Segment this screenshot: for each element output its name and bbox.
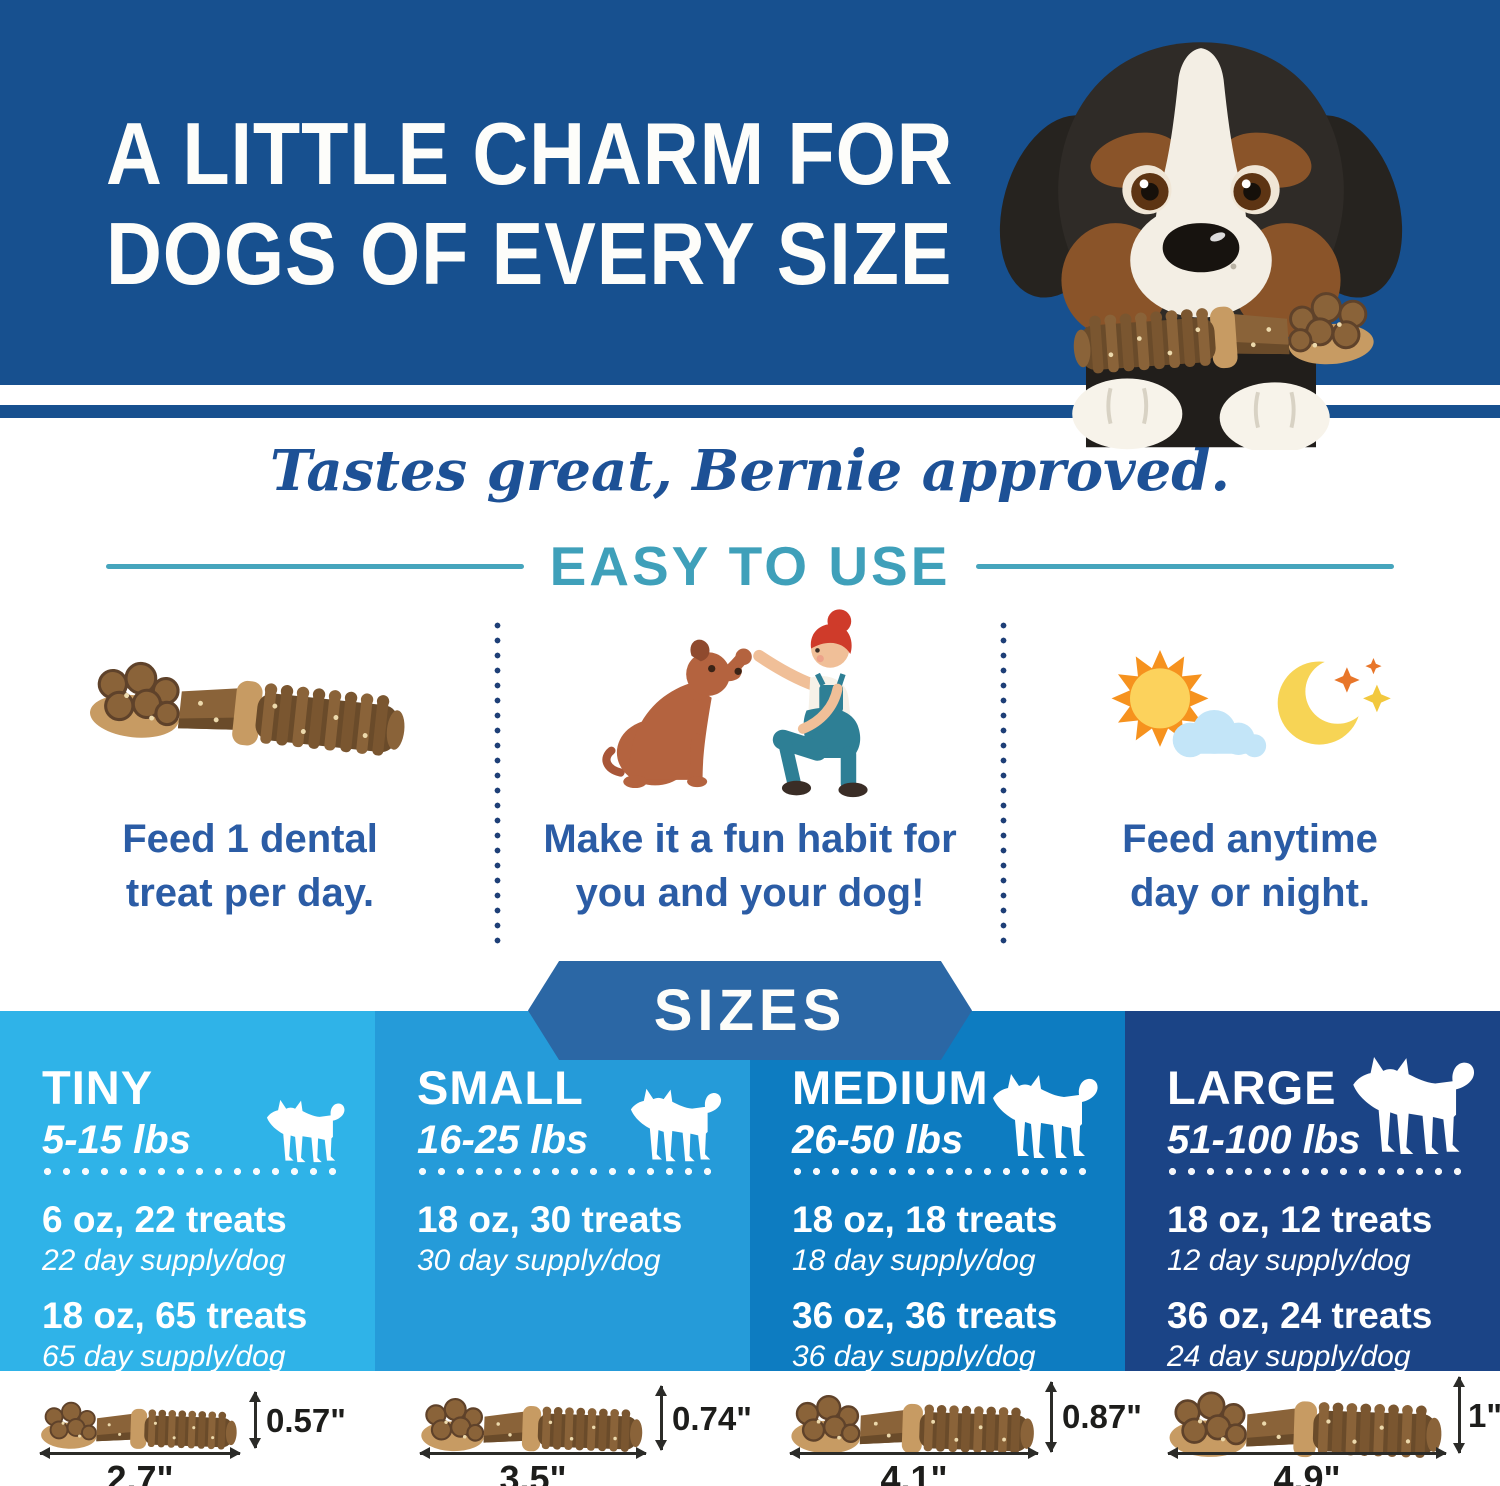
small-treat-icon: [420, 1387, 646, 1460]
size-columns: TINY 5-15 lbs 6 oz, 22 treats 22 day sup…: [0, 1011, 1500, 1373]
height-label: 0.57": [266, 1402, 346, 1439]
step2-caption-line1: Make it a fun habit for: [543, 817, 957, 861]
size-column-tiny: TINY 5-15 lbs 6 oz, 22 treats 22 day sup…: [0, 1011, 375, 1373]
pack-option: 18 oz, 18 treats: [792, 1199, 1058, 1240]
length-label: 4.1": [880, 1458, 948, 1486]
dotted-divider: [494, 618, 501, 944]
length-label: 2.7": [106, 1458, 174, 1486]
supply-note: 18 day supply/dog: [792, 1244, 1036, 1277]
length-arrow: [1167, 1447, 1447, 1459]
left-rule: [105, 563, 524, 569]
pack-option: 18 oz, 30 treats: [417, 1199, 683, 1240]
dotted-rule: [413, 1167, 714, 1176]
title-line-1: A LITTLE CHARM FOR: [106, 104, 954, 203]
height-arrow: [655, 1385, 667, 1451]
easy-to-use-heading-row: EASY TO USE: [0, 534, 1500, 598]
dotted-rule: [788, 1167, 1089, 1176]
supply-note: 24 day supply/dog: [1167, 1340, 1411, 1373]
step3-caption-line1: Feed anytime: [1122, 817, 1378, 861]
bernese-dog-illustration: [999, 42, 1403, 450]
step3-caption-line2: day or night.: [1130, 871, 1370, 915]
supply-note: 12 day supply/dog: [1167, 1244, 1411, 1277]
dotted-divider: [1000, 618, 1007, 944]
dotted-rule: [38, 1167, 339, 1176]
sizes-heading: SIZES: [653, 978, 847, 1043]
easy-to-use-heading: EASY TO USE: [549, 535, 951, 597]
weight-range: 26-50 lbs: [792, 1118, 964, 1162]
step1-caption-line2: treat per day.: [125, 871, 375, 915]
page-title: A LITTLE CHARM FOR DOGS OF EVERY SIZE: [106, 104, 953, 304]
sizes-banner: SIZES: [528, 961, 972, 1060]
step-fun-habit: Make it a fun habit for you and your dog…: [500, 600, 1000, 945]
length-arrow: [39, 1447, 241, 1459]
size-name: SMALL: [417, 1061, 584, 1114]
right-rule: [976, 563, 1395, 569]
height-label: 0.74": [672, 1400, 752, 1437]
length-label: 4.9": [1273, 1458, 1341, 1486]
size-column-large: LARGE 51-100 lbs 18 oz, 12 treats 12 day…: [1125, 1011, 1500, 1373]
step-feed-one-treat: Feed 1 dental treat per day.: [0, 600, 500, 945]
height-arrow: [1045, 1381, 1057, 1453]
pack-option: 18 oz, 12 treats: [1167, 1199, 1433, 1240]
dog-high-five-icon: [500, 600, 1000, 812]
treat-dimensions-row: 2.7" 0.57" 3.5" 0.74" 4.1" 0.87" 4.9" 1": [0, 1371, 1500, 1486]
tagline: Tastes great, Bernie approved.: [270, 438, 1230, 504]
dental-treat-icon: [0, 600, 500, 812]
length-label: 3.5": [499, 1458, 567, 1486]
tiny-dog-silhouette-icon: [261, 1095, 347, 1167]
height-arrow: [249, 1391, 261, 1449]
medium-dog-silhouette-icon: [985, 1067, 1101, 1165]
pack-option: 18 oz, 65 treats: [42, 1295, 308, 1336]
small-dog-silhouette-icon: [624, 1083, 724, 1167]
tiny-treat-icon: [40, 1392, 240, 1457]
sun-and-moon-icon: [1000, 600, 1500, 812]
dotted-rule: [1163, 1167, 1464, 1176]
height-arrow: [1453, 1376, 1465, 1454]
step2-caption-line2: you and your dog!: [575, 871, 925, 915]
weight-range: 16-25 lbs: [417, 1118, 589, 1162]
weight-range: 51-100 lbs: [1167, 1118, 1361, 1162]
pack-option: 36 oz, 36 treats: [792, 1295, 1058, 1336]
supply-note: 65 day supply/dog: [42, 1340, 286, 1373]
supply-note: 22 day supply/dog: [42, 1244, 286, 1277]
step-feed-anytime: Feed anytime day or night.: [1000, 600, 1500, 945]
size-name: LARGE: [1167, 1061, 1337, 1114]
pack-option: 6 oz, 22 treats: [42, 1199, 287, 1240]
size-name: MEDIUM: [792, 1061, 989, 1114]
height-label: 1": [1468, 1397, 1500, 1434]
length-arrow: [419, 1447, 647, 1459]
length-arrow: [789, 1447, 1039, 1459]
large-dog-silhouette-icon: [1344, 1049, 1478, 1162]
step1-caption-line1: Feed 1 dental: [122, 817, 378, 861]
pack-option: 36 oz, 24 treats: [1167, 1295, 1433, 1336]
height-label: 0.87": [1062, 1398, 1142, 1435]
size-column-small: SMALL 16-25 lbs 18 oz, 30 treats 30 day …: [375, 1011, 750, 1371]
supply-note: 30 day supply/dog: [417, 1244, 661, 1277]
title-line-2: DOGS OF EVERY SIZE: [106, 204, 953, 303]
easy-to-use-steps: Feed 1 dental treat per day.: [0, 600, 1500, 945]
size-column-medium: MEDIUM 26-50 lbs 18 oz, 18 treats 18 day…: [750, 1011, 1125, 1373]
size-name: TINY: [42, 1061, 154, 1114]
supply-note: 36 day supply/dog: [792, 1340, 1036, 1373]
weight-range: 5-15 lbs: [42, 1118, 191, 1162]
